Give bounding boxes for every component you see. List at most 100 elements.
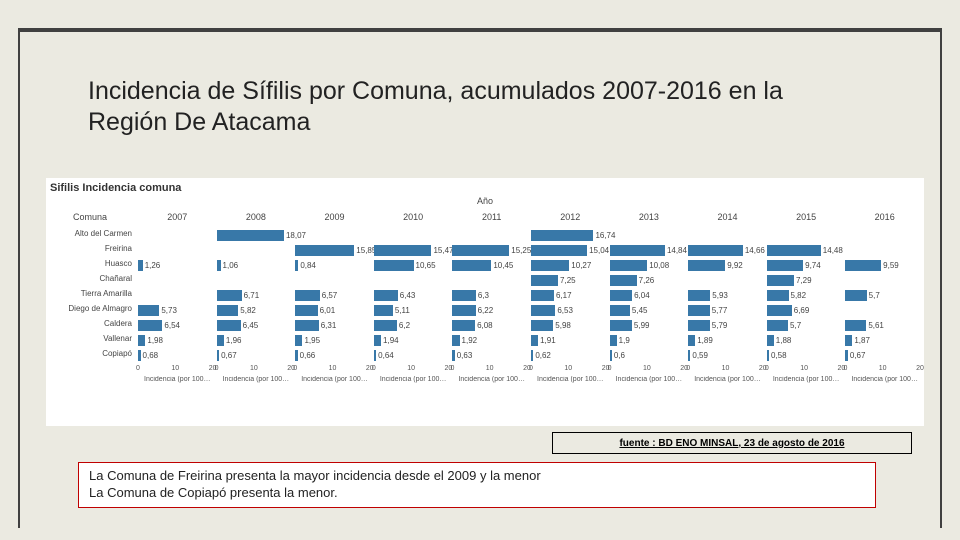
x-tick: 0 [686, 365, 690, 372]
comuna-label: Vallenar [46, 335, 132, 343]
year-header: Año [46, 196, 924, 206]
bar-value-label: 5,99 [632, 320, 650, 331]
comuna-label: Freirina [46, 245, 132, 253]
chart-cell: 0,66 [295, 348, 374, 362]
bar-value-label: 0,59 [690, 350, 708, 361]
chart-cell: 10,08 [610, 258, 689, 272]
chart-cell: 15,47 [374, 243, 453, 257]
chart-cell: 6,43 [374, 288, 453, 302]
bar [531, 230, 593, 241]
chart-cell: 5,93 [688, 288, 767, 302]
bar [531, 320, 553, 331]
chart-cell: 1,9 [610, 333, 689, 347]
x-tick: 0 [529, 365, 533, 372]
bar-value-label: 6,31 [319, 320, 337, 331]
chart-cell: 9,74 [767, 258, 846, 272]
chart-cell: 1,92 [452, 333, 531, 347]
bar-value-label: 10,65 [414, 260, 436, 271]
bar-value-label: 5,61 [866, 320, 884, 331]
bar-value-label: 0,63 [455, 350, 473, 361]
bar-value-label: 1,87 [852, 335, 870, 346]
bar [845, 335, 852, 346]
chart-cell: 5,82 [217, 303, 296, 317]
bar [217, 290, 242, 301]
bar [610, 275, 637, 286]
bar [217, 320, 241, 331]
chart-cell: 15,85 [295, 243, 374, 257]
x-axis-title: Incidencia (por 100… [531, 376, 610, 383]
chart-title: Sifilis Incidencia comuna [50, 182, 181, 194]
chart-cell: 0,6 [610, 348, 689, 362]
bar [295, 335, 302, 346]
bar-value-label: 0,67 [219, 350, 237, 361]
bar-value-label: 15,47 [431, 245, 453, 256]
chart-cell: 14,48 [767, 243, 846, 257]
chart-cell: 6,2 [374, 318, 453, 332]
chart-cell: 6,53 [531, 303, 610, 317]
bar [217, 305, 239, 316]
chart-cell: 6,45 [217, 318, 296, 332]
x-tick: 0 [843, 365, 847, 372]
chart-cell: 1,98 [138, 333, 217, 347]
bar [531, 245, 587, 256]
chart-cell: 6,31 [295, 318, 374, 332]
bar-value-label: 6,22 [476, 305, 494, 316]
row-header: Comuna [46, 212, 134, 222]
chart-cell: 0,68 [138, 348, 217, 362]
bar [845, 260, 881, 271]
x-axis-title: Incidencia (por 100… [295, 376, 374, 383]
chart-cell: 1,06 [217, 258, 296, 272]
bar [374, 305, 393, 316]
bar [610, 245, 665, 256]
bar-value-label: 5,98 [553, 320, 571, 331]
bar-value-label: 10,27 [569, 260, 591, 271]
x-axis-title: Incidencia (por 100… [217, 376, 296, 383]
bar-value-label: 5,11 [393, 305, 410, 316]
chart-cell: 1,87 [845, 333, 924, 347]
year-column-header: 2016 [845, 212, 924, 222]
x-tick: 10 [722, 365, 730, 372]
bar [217, 335, 224, 346]
bar [610, 335, 617, 346]
chart-cell: 0,67 [845, 348, 924, 362]
year-column-header: 2013 [610, 212, 689, 222]
chart-cell: 9,59 [845, 258, 924, 272]
bar-value-label: 5,7 [867, 290, 880, 301]
x-tick: 10 [879, 365, 887, 372]
bar [295, 305, 317, 316]
year-column-header: 2008 [217, 212, 296, 222]
bar-value-label: 5,7 [788, 320, 801, 331]
chart-cell: 6,22 [452, 303, 531, 317]
chart-cell: 0,67 [217, 348, 296, 362]
bar-value-label: 1,95 [302, 335, 320, 346]
chart-cell: 6,3 [452, 288, 531, 302]
x-tick: 10 [800, 365, 808, 372]
chart-cell: 5,7 [845, 288, 924, 302]
chart-cell: 6,17 [531, 288, 610, 302]
chart-cell: 14,66 [688, 243, 767, 257]
chart-cell: 1,88 [767, 333, 846, 347]
bar-value-label: 15,25 [509, 245, 531, 256]
bar-value-label: 0,67 [848, 350, 866, 361]
bar-value-label: 6,53 [555, 305, 573, 316]
chart-cell: 6,69 [767, 303, 846, 317]
bar-value-label: 5,45 [630, 305, 648, 316]
comuna-label: Alto del Carmen [46, 230, 132, 238]
source-box: fuente : BD ENO MINSAL, 23 de agosto de … [552, 432, 912, 454]
chart-cell: 6,57 [295, 288, 374, 302]
bar [767, 245, 821, 256]
chart-cell: 5,98 [531, 318, 610, 332]
chart-cell: 1,95 [295, 333, 374, 347]
bar [845, 290, 866, 301]
bar [688, 290, 710, 301]
comuna-label: Chañaral [46, 275, 132, 283]
bar [767, 335, 774, 346]
bar [452, 320, 475, 331]
bar-value-label: 5,73 [159, 305, 177, 316]
year-column-header: 2014 [688, 212, 767, 222]
bar [374, 290, 398, 301]
bar-value-label: 1,92 [460, 335, 478, 346]
x-tick: 0 [293, 365, 297, 372]
year-column-header: 2010 [374, 212, 453, 222]
year-column-header: 2009 [295, 212, 374, 222]
